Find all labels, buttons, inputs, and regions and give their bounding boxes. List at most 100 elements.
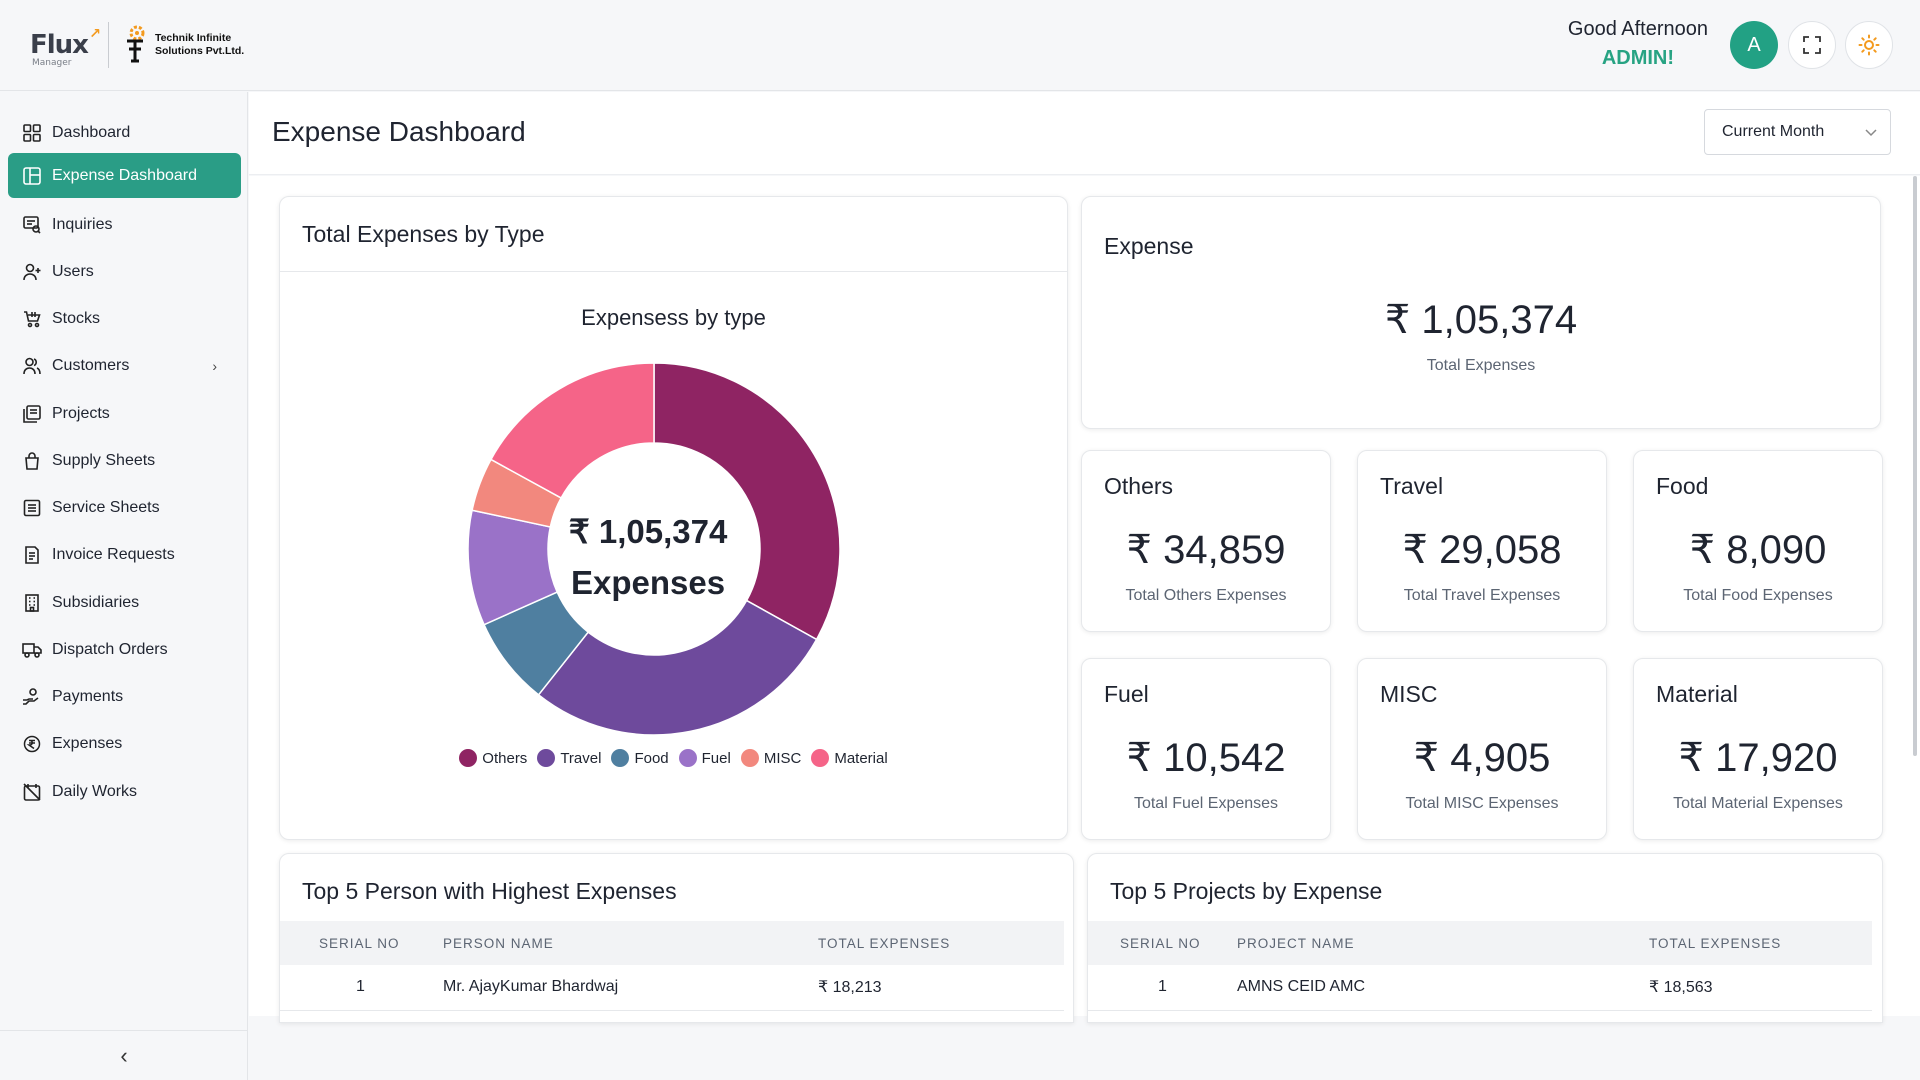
sidebar-item-label: Payments xyxy=(52,687,124,705)
stat-label: Total MISC Expenses xyxy=(1405,795,1559,812)
sidebar-item-label: Daily Works xyxy=(52,782,138,800)
table-row[interactable]: 1 Mr. AjayKumar Bhardwaj ₹ 18,213 xyxy=(280,965,1064,1011)
stat-value: ₹ 17,920 xyxy=(1678,736,1838,780)
legend-swatch xyxy=(678,749,697,767)
users-icon xyxy=(22,356,42,376)
sidebar-item-expenses[interactable]: Expenses xyxy=(8,721,241,766)
card-title: Top 5 Projects by Expense xyxy=(1110,878,1383,904)
user-role: ADMIN! xyxy=(1601,47,1675,69)
logo[interactable]: Flux ↗ Manager Technik Infinite Solutions… xyxy=(30,22,244,68)
fullscreen-button[interactable] xyxy=(1788,21,1836,69)
donut-center-label: Expenses xyxy=(571,564,725,601)
top-projects-card: Top 5 Projects by Expense SERIAL NO PROJ… xyxy=(1087,853,1883,1023)
sidebar-item-label: Supply Sheets xyxy=(52,451,156,469)
sidebar-item-daily-works[interactable]: Daily Works xyxy=(8,769,241,814)
scrollbar[interactable] xyxy=(1913,176,1917,756)
table-cell: 1 xyxy=(280,965,443,1011)
logo-divider xyxy=(107,22,109,68)
donut-slice-travel[interactable] xyxy=(537,599,818,736)
column-header[interactable]: TOTAL EXPENSES xyxy=(818,921,1064,965)
donut-center-value: ₹ 1,05,374 xyxy=(569,513,728,550)
sidebar-item-users[interactable]: Users xyxy=(8,249,241,294)
legend-label: Material xyxy=(834,749,888,767)
sidebar-item-supply-sheets[interactable]: Supply Sheets xyxy=(8,438,241,483)
stat-title: Travel xyxy=(1380,473,1444,499)
legend-label: MISC xyxy=(763,749,802,767)
sidebar-item-payments[interactable]: Payments xyxy=(8,674,241,719)
sidebar-item-label: Service Sheets xyxy=(52,498,160,516)
table-row[interactable]: 1 AMNS CEID AMC ₹ 18,563 xyxy=(1088,965,1872,1011)
projects-table: SERIAL NO PROJECT NAME TOTAL EXPENSES 1 … xyxy=(1088,921,1872,1011)
legend-swatch xyxy=(459,749,478,767)
expenses-by-type-card: Total Expenses by Type Expensess by type… xyxy=(279,196,1068,840)
table-cell: 1 xyxy=(1088,965,1237,1011)
sidebar-item-expense-dashboard[interactable]: Expense Dashboard xyxy=(8,153,241,198)
sidebar-item-dispatch-orders[interactable]: Dispatch Orders xyxy=(8,627,241,672)
user-plus-icon xyxy=(22,262,42,282)
legend-item[interactable]: Fuel xyxy=(678,749,731,767)
total-expense-label: Total Expenses xyxy=(1426,357,1536,374)
avatar[interactable]: A xyxy=(1730,21,1778,69)
stat-card-misc: MISC ₹ 4,905 Total MISC Expenses xyxy=(1357,658,1607,840)
divider xyxy=(280,271,1067,272)
greeting: Good Afternoon ADMIN! xyxy=(1568,18,1708,70)
card-title: Expense xyxy=(1104,233,1194,259)
sheet-icon xyxy=(22,498,42,518)
chevron-left-icon: ‹ xyxy=(120,1042,128,1068)
legend-item[interactable]: Material xyxy=(811,749,888,767)
calendar-off-icon xyxy=(22,782,42,802)
invoice-icon xyxy=(22,545,42,565)
sidebar-item-inquiries[interactable]: Inquiries xyxy=(8,202,241,247)
stat-label: Total Food Expenses xyxy=(1683,587,1833,604)
sidebar-item-subsidiaries[interactable]: Subsidiaries xyxy=(8,580,241,625)
table-cell: Mr. AjayKumar Bhardwaj xyxy=(443,965,818,1011)
donut-slice-material[interactable] xyxy=(489,362,655,499)
legend-item[interactable]: Food xyxy=(611,749,669,767)
table-header-row: SERIAL NO PROJECT NAME TOTAL EXPENSES xyxy=(1088,921,1872,965)
layout-icon xyxy=(22,166,42,186)
sidebar-item-invoice-requests[interactable]: Invoice Requests xyxy=(8,532,241,577)
company-logo: Technik Infinite Solutions Pvt.Ltd. xyxy=(121,25,244,65)
legend-label: Travel xyxy=(560,749,602,767)
sun-icon xyxy=(1858,34,1880,56)
legend-label: Fuel xyxy=(701,749,731,767)
sidebar-item-label: Dispatch Orders xyxy=(52,640,168,658)
table-cell: AMNS CEID AMC xyxy=(1237,965,1649,1011)
page-header: Expense Dashboard Current Month xyxy=(249,92,1920,175)
stat-value: ₹ 29,058 xyxy=(1402,528,1562,572)
stat-value: ₹ 8,090 xyxy=(1689,528,1827,572)
sidebar-item-projects[interactable]: Projects xyxy=(8,391,241,436)
sidebar-item-service-sheets[interactable]: Service Sheets xyxy=(8,485,241,530)
legend-label: Others xyxy=(482,749,528,767)
column-header[interactable]: PERSON NAME xyxy=(443,921,818,965)
brand-sub: Manager xyxy=(32,58,72,68)
column-header[interactable]: SERIAL NO xyxy=(280,921,443,965)
column-header[interactable]: SERIAL NO xyxy=(1088,921,1237,965)
sidebar-item-customers[interactable]: Customers › xyxy=(8,343,241,388)
legend-item[interactable]: MISC xyxy=(740,749,802,767)
fullscreen-icon xyxy=(1803,36,1821,54)
sidebar-item-label: Customers xyxy=(52,356,130,374)
stat-label: Total Fuel Expenses xyxy=(1133,795,1279,812)
legend-item[interactable]: Travel xyxy=(537,749,601,767)
legend-item[interactable]: Others xyxy=(459,749,527,767)
period-select[interactable]: Current Month xyxy=(1704,109,1891,155)
column-header[interactable]: TOTAL EXPENSES xyxy=(1649,921,1872,965)
sidebar-item-label: Expenses xyxy=(52,734,123,752)
top-persons-card: Top 5 Person with Highest Expenses SERIA… xyxy=(279,853,1074,1023)
donut-slice-others[interactable] xyxy=(653,362,841,641)
sidebar-item-label: Dashboard xyxy=(52,123,131,141)
legend-swatch xyxy=(537,749,556,767)
sidebar-item-dashboard[interactable]: Dashboard xyxy=(8,110,241,155)
chart-title: Expensess by type xyxy=(581,305,766,330)
app-header: Flux ↗ Manager Technik Infinite Solutions… xyxy=(0,0,1920,91)
persons-table: SERIAL NO PERSON NAME TOTAL EXPENSES 1 M… xyxy=(280,921,1064,1011)
collapse-sidebar-button[interactable]: ‹ xyxy=(0,1030,248,1080)
stat-value: ₹ 10,542 xyxy=(1126,736,1286,780)
cart-icon xyxy=(22,309,42,329)
column-header[interactable]: PROJECT NAME xyxy=(1237,921,1649,965)
legend-swatch xyxy=(611,749,630,767)
theme-toggle-button[interactable] xyxy=(1845,21,1893,69)
stat-card-fuel: Fuel ₹ 10,542 Total Fuel Expenses xyxy=(1081,658,1331,840)
sidebar-item-stocks[interactable]: Stocks xyxy=(8,296,241,341)
